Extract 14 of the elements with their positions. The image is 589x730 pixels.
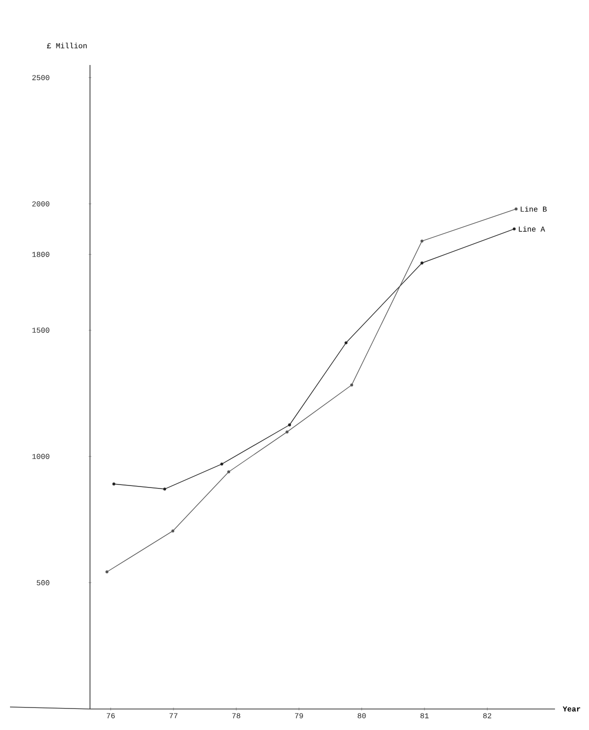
point [171,530,174,532]
point [288,423,292,426]
point [220,462,224,466]
point [163,488,166,490]
point [420,262,424,264]
point [105,570,108,574]
point [512,227,516,230]
point [514,208,518,210]
point [420,240,424,242]
point [350,384,354,386]
point [344,341,348,344]
point [286,430,288,434]
point [227,470,230,474]
point [112,482,116,486]
